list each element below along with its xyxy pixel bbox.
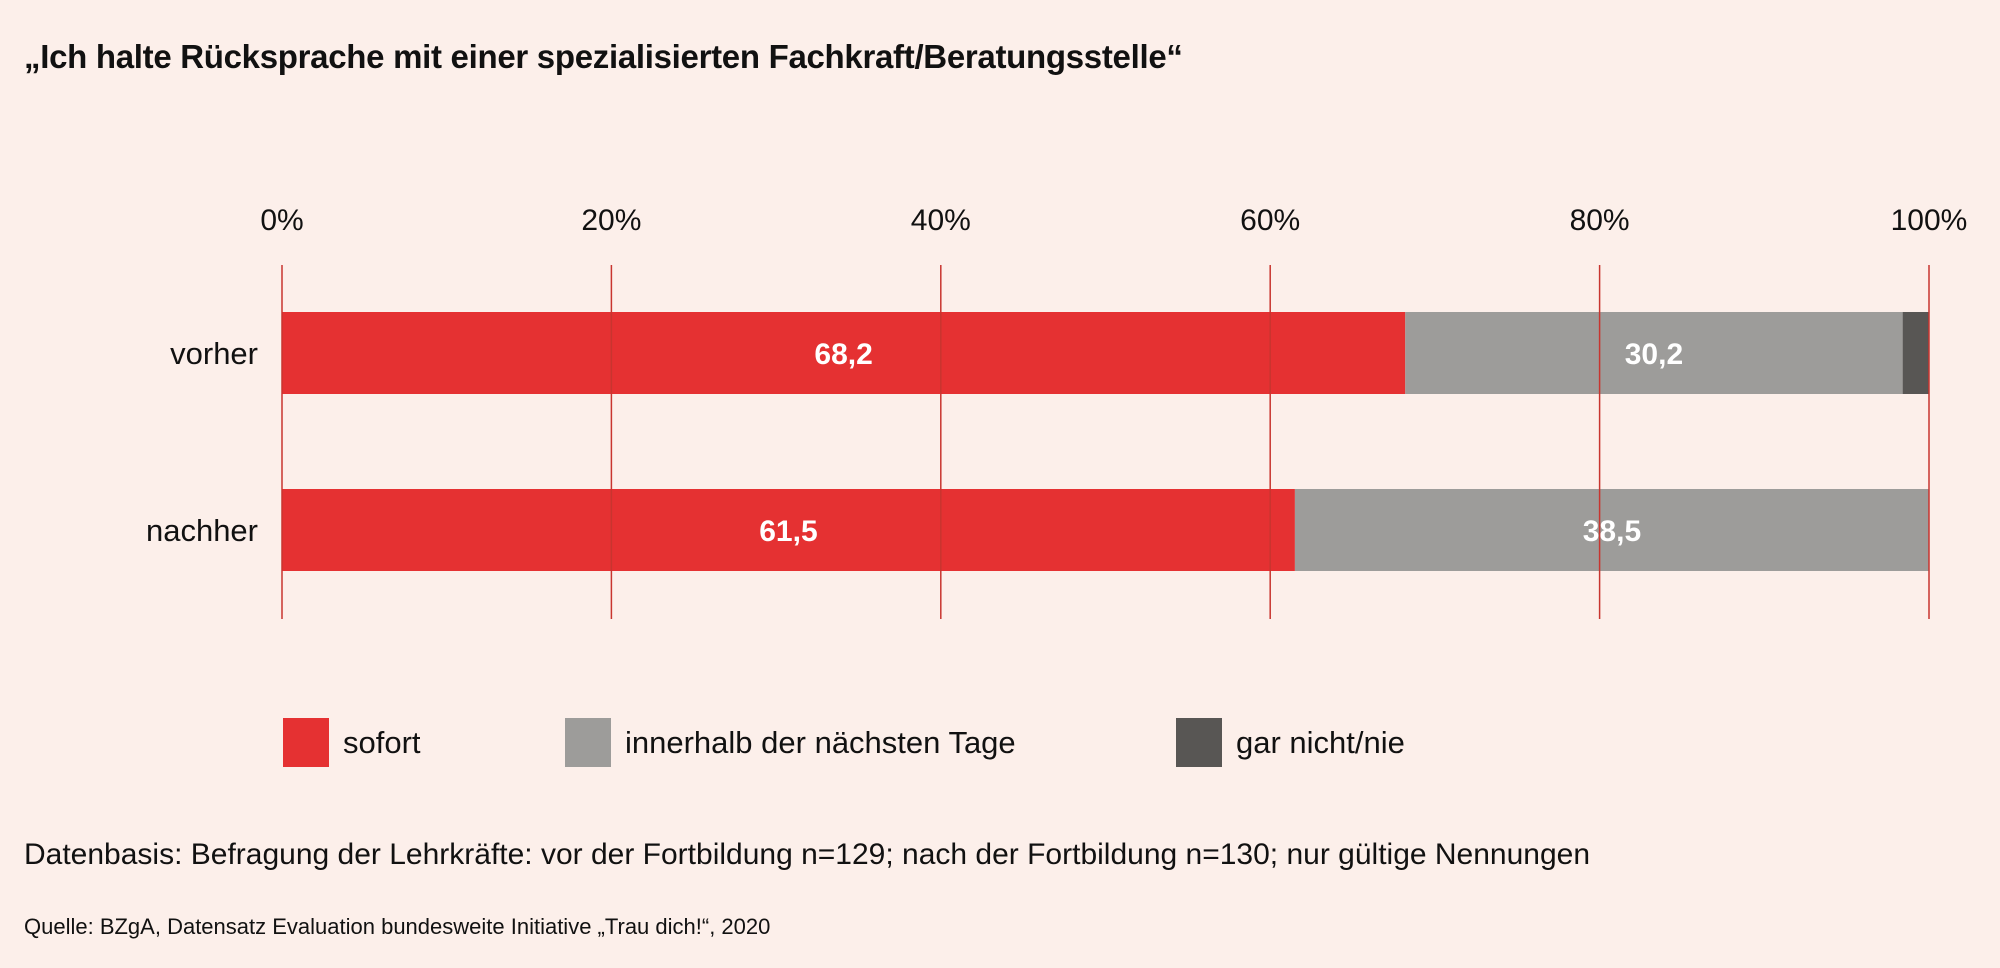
data-label: 30,2 (1625, 338, 1683, 371)
data-label: 68,2 (814, 338, 872, 371)
legend-swatch-gar-nicht (1176, 718, 1222, 767)
category-label-vorher: vorher (170, 336, 258, 371)
chart-title: „Ich halte Rücksprache mit einer spezial… (24, 38, 1183, 75)
data-basis-note: Datenbasis: Befragung der Lehrkräfte: vo… (24, 838, 1591, 871)
bar-segment-nachher-1 (1294, 489, 1929, 571)
category-label-nachher: nachher (146, 513, 258, 548)
bar-segment-nachher-0 (282, 489, 1295, 571)
x-tick-label: 40% (911, 204, 971, 237)
legend-swatch-sofort (283, 718, 329, 767)
x-tick-label: 80% (1570, 204, 1630, 237)
legend-label: innerhalb der nächsten Tage (625, 724, 1016, 760)
legend-label: gar nicht/nie (1236, 724, 1405, 760)
x-tick-label: 60% (1240, 204, 1300, 237)
x-tick-label: 20% (581, 204, 641, 237)
legend-item-gar-nicht: gar nicht/nie (1176, 718, 1405, 767)
legend-label: sofort (343, 724, 421, 760)
bar-segment-vorher-2 (1902, 312, 1929, 394)
bar-segment-vorher-1 (1405, 312, 1903, 394)
bar-segment-vorher-0 (282, 312, 1406, 394)
legend-swatch-innerhalb (565, 718, 611, 767)
stacked-bar-chart: 68,2 30,2 vorher 61,5 38,5 nachher 0% 20% 40% 60%… (146, 204, 1968, 619)
legend-item-innerhalb: innerhalb der nächsten Tage (565, 718, 1016, 767)
source-note: Quelle: BZgA, Datensatz Evaluation bunde… (24, 914, 771, 939)
x-tick-label: 0% (260, 204, 303, 237)
data-label: 61,5 (759, 515, 817, 548)
x-tick-label: 100% (1891, 204, 1968, 237)
legend-item-sofort: sofort (283, 718, 421, 767)
data-label: 38,5 (1583, 515, 1641, 548)
